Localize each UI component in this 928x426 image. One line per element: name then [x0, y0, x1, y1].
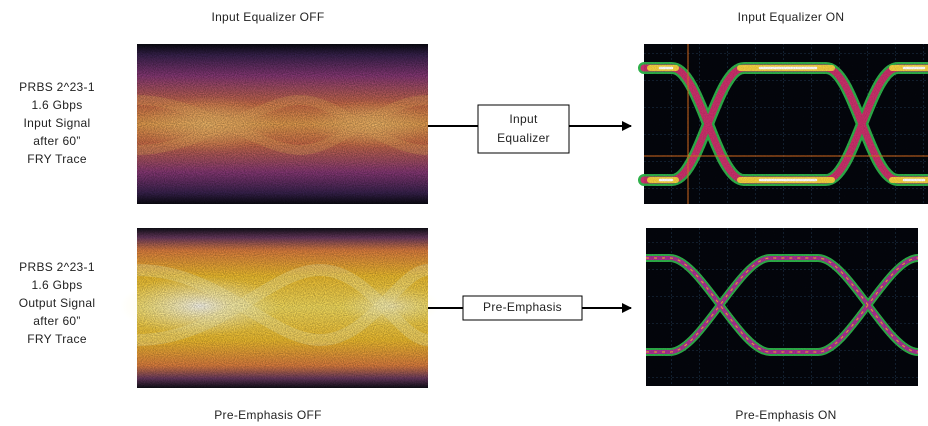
label-line: 1.6 Gbps [31, 278, 82, 292]
row-label: PRBS 2^23-1 1.6 Gbps Output Signal after… [19, 260, 96, 346]
label-line: 1.6 Gbps [31, 98, 82, 112]
block-label: Input [509, 112, 538, 126]
column-title: Pre-Emphasis ON [735, 408, 836, 422]
label-line: FRY Trace [27, 152, 87, 166]
column-title: Pre-Emphasis OFF [214, 408, 322, 422]
eye-diagram [136, 44, 430, 204]
label-line: FRY Trace [27, 332, 87, 346]
label-line: after 60” [33, 314, 80, 328]
column-title: Input Equalizer OFF [211, 10, 324, 24]
eye-diagram [120, 228, 440, 388]
label-line: Input Signal [24, 116, 91, 130]
block-label: Equalizer [497, 131, 550, 145]
row-label: PRBS 2^23-1 1.6 Gbps Input Signal after … [19, 80, 95, 166]
eye-diagram [646, 228, 919, 386]
label-line: after 60” [33, 134, 80, 148]
label-line: PRBS 2^23-1 [19, 80, 95, 94]
label-line: PRBS 2^23-1 [19, 260, 95, 274]
process-block: Pre-Emphasis [428, 295, 632, 321]
label-line: Output Signal [19, 296, 96, 310]
eye-diagram [638, 44, 928, 204]
column-title: Input Equalizer ON [738, 10, 845, 24]
process-block: Input Equalizer [428, 104, 632, 154]
block-label: Pre-Emphasis [483, 300, 562, 314]
